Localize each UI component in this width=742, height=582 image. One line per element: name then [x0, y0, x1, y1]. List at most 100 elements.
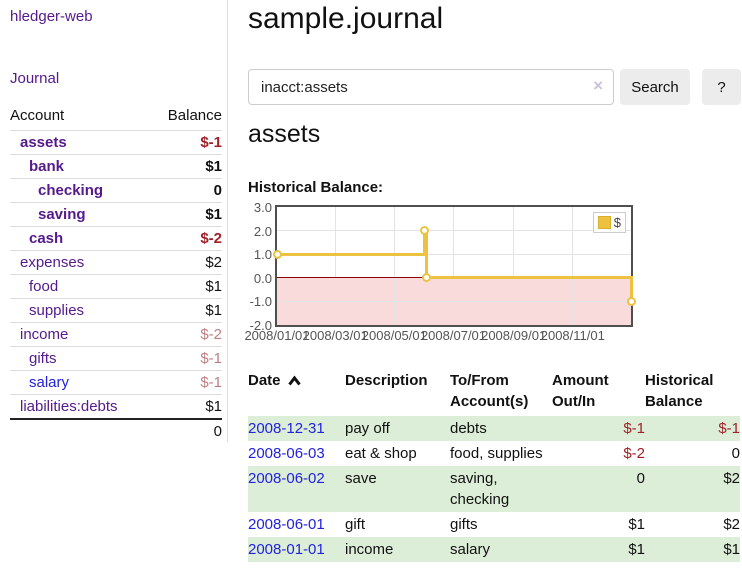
- line-segment: [422, 229, 426, 256]
- accounts-total-balance: 0: [213, 423, 222, 440]
- account-row: bank $1: [10, 154, 222, 178]
- register-row: 2008-06-03 eat & shop food, supplies $-2 0: [248, 441, 740, 466]
- account-link-checking[interactable]: checking: [38, 182, 104, 199]
- gridline-vertical: [513, 207, 515, 325]
- line-segment: [275, 252, 426, 256]
- register-amount-cell: $1: [628, 541, 645, 558]
- clear-search-icon[interactable]: ×: [593, 76, 603, 95]
- account-link-salary[interactable]: salary: [29, 374, 70, 391]
- register-description-cell: income: [345, 541, 394, 558]
- account-row: checking 0: [10, 178, 222, 202]
- account-link-bank[interactable]: bank: [29, 158, 65, 175]
- account-row: cash $-2: [10, 226, 222, 250]
- x-tick-label: 2008/01/01: [244, 328, 310, 343]
- gridline-horizontal: [277, 253, 631, 255]
- account-link-liabilities-debts[interactable]: liabilities:debts: [20, 398, 118, 415]
- account-link-gifts[interactable]: gifts: [29, 350, 57, 367]
- x-tick-label: 2008/07/01: [420, 328, 487, 343]
- register-row: 2008-12-31 pay off debts $-1 $-1: [248, 416, 740, 441]
- register-amount-cell: $-1: [623, 420, 645, 437]
- historical-balance-chart: $3.0 2.0 1.0 0.0 -1.0 -2.0 2008/01/01 2008/03/0…: [244, 200, 742, 350]
- y-tick-label: 1.0: [253, 247, 272, 263]
- register-col-to-from[interactable]: To/From Account(s): [450, 372, 529, 410]
- sidebar-item-journal[interactable]: Journal: [10, 70, 60, 87]
- y-tick-label: 3.0: [253, 200, 272, 215]
- account-row: food $1: [10, 274, 222, 298]
- x-tick-label: 2008/11/01: [540, 328, 605, 343]
- transaction-date-link[interactable]: 2008-06-03: [248, 445, 325, 462]
- register-col-date[interactable]: Date: [248, 368, 345, 416]
- account-row: supplies $1: [10, 298, 222, 322]
- register-accounts-cell: gifts: [450, 516, 478, 533]
- register-col-historical[interactable]: Historical Balance: [645, 372, 714, 410]
- chevron-up-icon[interactable]: [287, 375, 302, 386]
- account-link-expenses[interactable]: expenses: [20, 254, 85, 271]
- register-date-cell: 2008-06-01: [248, 512, 345, 537]
- account-row: liabilities:debts $1: [10, 394, 222, 418]
- register-col-description[interactable]: Description: [345, 372, 428, 389]
- account-row: assets $-1: [10, 130, 222, 154]
- transaction-date-link[interactable]: 2008-01-01: [248, 541, 325, 558]
- register-amount-cell: $1: [628, 516, 645, 533]
- gridline-vertical: [453, 207, 454, 325]
- line-segment: [424, 276, 633, 280]
- gridline-vertical: [572, 207, 574, 325]
- account-balance: $2: [205, 254, 222, 271]
- account-link-assets[interactable]: assets: [20, 134, 67, 151]
- accounts-table-header: Account Balance: [10, 104, 222, 130]
- register-col-amount[interactable]: Amount Out/In: [552, 372, 609, 410]
- account-link-saving[interactable]: saving: [38, 206, 86, 223]
- x-tick-label: 2008/09/01: [481, 328, 547, 343]
- y-tick-label: 0.0: [253, 270, 272, 286]
- register-accounts-cell: debts: [450, 420, 487, 437]
- page-title: sample.journal: [248, 2, 444, 35]
- account-link-cash[interactable]: cash: [29, 230, 64, 247]
- register-row: 2008-06-02 save saving, checking 0 $2: [248, 466, 740, 512]
- balance-column-header: Balance: [167, 107, 222, 124]
- account-balance: $1: [205, 278, 222, 295]
- account-balance: $1: [205, 158, 222, 175]
- register-accounts-cell: salary: [450, 541, 491, 558]
- data-point-marker: [421, 273, 431, 283]
- account-balance: 0: [213, 182, 222, 199]
- search-input[interactable]: [248, 69, 614, 105]
- gridline-vertical: [393, 207, 395, 325]
- register-description-cell: pay off: [345, 420, 390, 437]
- register-table-body: 2008-12-31 pay off debts $-1 $-1 2008-06-03 ea…: [248, 416, 740, 562]
- accounts-table: Account Balance assets $-1 bank $1 checking 0…: [10, 104, 222, 443]
- x-tick-label: 2008/03/01: [302, 328, 368, 343]
- account-link-income[interactable]: income: [20, 326, 69, 343]
- register-balance-cell: $2: [723, 516, 740, 533]
- gridline-vertical: [334, 207, 336, 325]
- account-link-food[interactable]: food: [29, 278, 59, 295]
- account-row: gifts $-1: [10, 346, 222, 370]
- register-table: Date Description To/From Account(s) Amount Ou…: [248, 368, 740, 562]
- brand-link[interactable]: hledger-web: [10, 8, 93, 25]
- sidebar: hledger-web Journal Account Balance asse…: [0, 0, 228, 442]
- y-tick-label: -1.0: [249, 294, 272, 310]
- search-bar: × Search ?: [248, 69, 742, 105]
- accounts-rows: assets $-1 bank $1 checking 0 saving $1 cash $-2 e…: [10, 130, 222, 418]
- gridline-horizontal: [277, 230, 631, 232]
- legend-label: $: [613, 215, 621, 230]
- register-date-cell: 2008-06-03: [248, 441, 345, 466]
- account-heading: assets: [248, 120, 321, 148]
- register-table-head: Date Description To/From Account(s) Amount Ou…: [248, 368, 740, 416]
- transaction-date-link[interactable]: 2008-12-31: [248, 420, 325, 437]
- register-amount-cell: 0: [636, 470, 645, 487]
- search-button[interactable]: Search: [620, 69, 690, 105]
- line-segment: [629, 276, 633, 303]
- data-point-marker: [626, 296, 636, 306]
- accounts-total-row: 0: [10, 418, 222, 443]
- help-button[interactable]: ?: [702, 69, 741, 105]
- account-link-supplies[interactable]: supplies: [29, 302, 85, 319]
- chart-plot-area: $: [272, 205, 636, 327]
- y-tick-label: -2.0: [249, 318, 272, 333]
- register-description-cell: save: [345, 470, 377, 487]
- transaction-date-link[interactable]: 2008-06-01: [248, 516, 325, 533]
- transaction-date-link[interactable]: 2008-06-02: [248, 470, 325, 487]
- register-description-cell: gift: [345, 516, 366, 533]
- account-column-header: Account: [10, 107, 65, 124]
- data-point-marker: [419, 226, 429, 236]
- account-balance: $-1: [200, 350, 222, 367]
